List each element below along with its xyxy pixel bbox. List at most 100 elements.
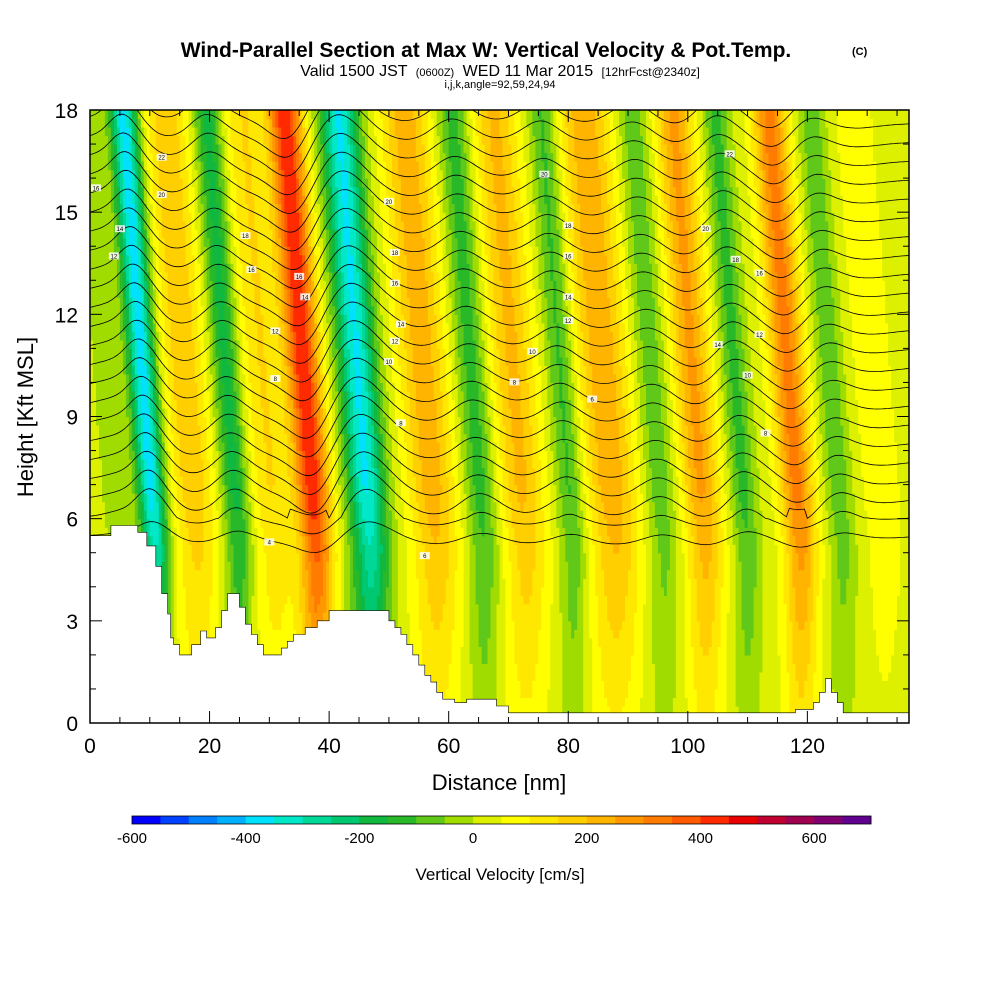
velocity-cell: [777, 425, 782, 435]
velocity-cell: [900, 561, 909, 571]
velocity-cell: [738, 365, 746, 375]
velocity-cell: [714, 484, 722, 494]
velocity-cell: [789, 493, 793, 503]
velocity-cell: [565, 442, 569, 452]
velocity-cell: [544, 416, 551, 426]
velocity-cell: [338, 501, 342, 511]
velocity-cell: [723, 356, 731, 366]
velocity-cell: [646, 408, 662, 418]
velocity-cell: [472, 476, 486, 486]
velocity-cell: [696, 467, 704, 477]
velocity-cell: [571, 620, 578, 630]
velocity-cell: [792, 578, 811, 588]
velocity-cell: [891, 399, 909, 409]
velocity-cell: [831, 501, 847, 511]
velocity-cell: [257, 467, 267, 477]
velocity-cell: [481, 654, 489, 664]
velocity-cell: [669, 535, 677, 545]
velocity-cell: [553, 535, 560, 545]
velocity-cell: [789, 680, 799, 690]
velocity-cell: [254, 552, 258, 562]
velocity-cell: [672, 433, 680, 443]
velocity-cell: [242, 484, 246, 494]
velocity-cell: [182, 552, 193, 562]
velocity-cell: [532, 356, 539, 366]
velocity-cell: [663, 425, 671, 435]
velocity-cell: [523, 331, 530, 341]
velocity-cell: [577, 442, 581, 452]
velocity-cell: [675, 671, 686, 681]
velocity-cell: [631, 671, 644, 681]
velocity-cell: [242, 356, 249, 366]
velocity-cell: [598, 459, 623, 469]
velocity-cell: [577, 331, 584, 341]
velocity-cell: [804, 348, 811, 358]
velocity-cell: [433, 365, 441, 375]
velocity-cell: [499, 493, 504, 503]
velocity-cell: [472, 518, 480, 528]
velocity-cell: [855, 510, 868, 520]
velocity-cell: [332, 450, 336, 460]
velocity-cell: [619, 356, 626, 366]
velocity-cell: [463, 356, 477, 366]
velocity-cell: [463, 637, 471, 647]
velocity-cell: [532, 425, 539, 435]
velocity-cell: [496, 518, 504, 528]
velocity-cell: [514, 527, 536, 537]
velocity-cell: [738, 476, 749, 486]
velocity-cell: [487, 348, 495, 358]
velocity-cell: [487, 637, 498, 647]
velocity-cell: [356, 476, 360, 486]
velocity-cell: [314, 382, 318, 392]
velocity-cell: [350, 510, 354, 520]
velocity-cell: [353, 356, 360, 366]
velocity-cell: [215, 399, 223, 409]
velocity-cell: [643, 442, 650, 452]
velocity-cell: [362, 467, 369, 477]
velocity-cell: [684, 688, 698, 698]
velocity-cell: [424, 544, 450, 554]
velocity-cell: [406, 442, 414, 452]
velocity-cell: [544, 544, 554, 554]
velocity-cell: [810, 450, 814, 460]
velocity-cell: [218, 476, 223, 486]
velocity-cell: [675, 510, 680, 520]
velocity-cell: [266, 391, 285, 401]
velocity-cell: [251, 467, 258, 477]
velocity-cell: [505, 339, 519, 349]
velocity-cell: [684, 552, 689, 562]
velocity-cell: [622, 459, 629, 469]
velocity-cell: [188, 527, 205, 537]
velocity-cell: [242, 365, 249, 375]
velocity-cell: [212, 561, 220, 571]
velocity-cell: [371, 399, 375, 409]
velocity-cell: [164, 586, 169, 596]
velocity-cell: [574, 459, 578, 469]
velocity-cell: [505, 578, 513, 588]
velocity-cell: [257, 569, 267, 579]
velocity-cell: [798, 442, 802, 452]
velocity-cell: [164, 365, 169, 375]
velocity-cell: [592, 663, 602, 673]
velocity-cell: [131, 425, 136, 435]
velocity-cell: [344, 348, 351, 358]
velocity-cell: [753, 518, 764, 528]
velocity-cell: [356, 493, 360, 503]
velocity-cell: [684, 459, 689, 469]
velocity-cell: [158, 365, 166, 375]
velocity-cell: [550, 663, 563, 673]
velocity-cell: [338, 527, 345, 537]
velocity-cell: [254, 493, 258, 503]
velocity-cell: [693, 425, 701, 435]
velocity-cell: [663, 450, 671, 460]
velocity-cell: [391, 450, 399, 460]
velocity-cell: [505, 450, 516, 460]
velocity-cell: [783, 348, 794, 358]
velocity-cell: [212, 569, 220, 579]
velocity-cell: [347, 484, 351, 494]
velocity-cell: [535, 518, 545, 528]
velocity-cell: [699, 391, 707, 401]
velocity-cell: [544, 569, 554, 579]
velocity-cell: [511, 603, 542, 613]
velocity-cell: [478, 518, 486, 528]
